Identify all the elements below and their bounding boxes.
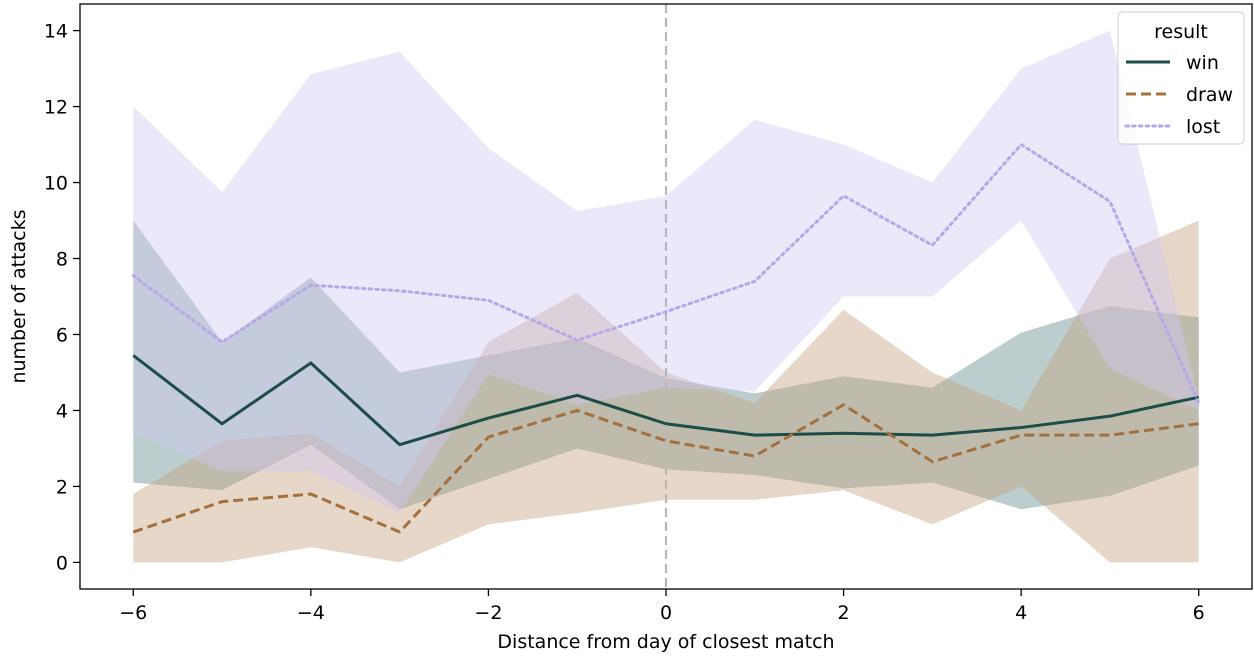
x-tick-label: −4 xyxy=(297,602,325,624)
legend-win-label: win xyxy=(1186,52,1219,74)
x-tick-label: −2 xyxy=(474,602,502,624)
legend-box xyxy=(1117,11,1245,145)
y-tick-label: 2 xyxy=(56,476,68,498)
x-tick-label: 0 xyxy=(660,602,672,624)
series-lines xyxy=(131,143,1201,534)
y-tick-label: 8 xyxy=(56,249,68,271)
y-tick-label: 14 xyxy=(44,21,68,43)
legend-title: result xyxy=(1154,21,1208,43)
legend-lost-label: lost xyxy=(1186,116,1220,138)
axes: −6 −4 −2 0 2 4 6 0 2 4 6 8 10 12 14 xyxy=(44,3,1253,624)
x-tick-label: 6 xyxy=(1193,602,1205,624)
win-confidence-band xyxy=(133,220,1199,510)
lost-line xyxy=(131,143,1201,405)
x-tick-label: 2 xyxy=(838,602,850,624)
y-tick-label: 6 xyxy=(56,324,68,346)
legend: result win draw lost xyxy=(1117,11,1245,145)
y-axis-label: number of attacks xyxy=(8,209,30,383)
x-tick-label: 4 xyxy=(1015,602,1027,624)
x-axis-label: Distance from day of closest match xyxy=(497,631,834,653)
legend-draw-label: draw xyxy=(1186,84,1233,106)
win-line xyxy=(132,354,1200,447)
draw-line xyxy=(132,403,1199,534)
draw-confidence-band xyxy=(133,220,1199,563)
y-tick-label: 10 xyxy=(44,173,68,195)
y-tick-label: 4 xyxy=(56,400,68,422)
x-tick-label: −6 xyxy=(119,602,147,624)
y-tick-label: 0 xyxy=(56,552,68,574)
y-tick-label: 12 xyxy=(44,97,68,119)
